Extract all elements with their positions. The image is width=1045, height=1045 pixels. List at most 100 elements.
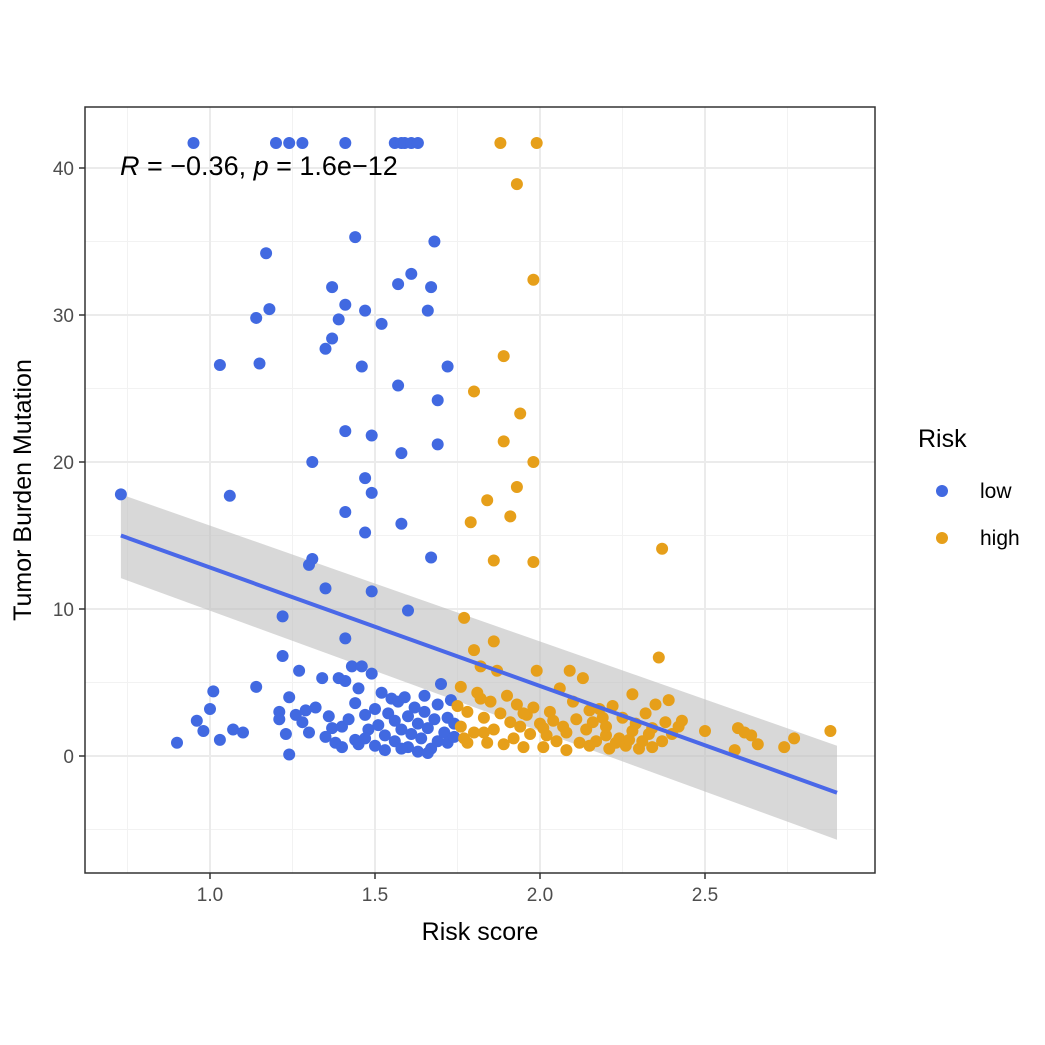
data-point-low [359, 732, 372, 745]
data-point-high [497, 435, 510, 448]
data-point-high [626, 688, 639, 701]
data-point-low [411, 745, 424, 758]
data-point-low [365, 429, 378, 442]
data-point-low [411, 717, 424, 730]
data-point-low [319, 582, 332, 595]
data-point-low [359, 472, 372, 485]
data-point-high [461, 705, 474, 718]
data-point-low [339, 137, 352, 150]
data-point-low [418, 705, 431, 718]
data-point-low [263, 303, 276, 316]
data-point-high [639, 707, 652, 720]
data-point-low [359, 304, 372, 317]
data-point-low [276, 650, 289, 663]
p-label: p [253, 151, 269, 181]
x-tick-label: 2.5 [692, 885, 718, 906]
regression-fit-line [120, 533, 838, 795]
data-point-high [481, 736, 494, 749]
plot-panel-border [84, 106, 876, 874]
y-tick-label: 30 [53, 306, 74, 327]
data-point-low [375, 686, 388, 699]
data-point-low [431, 735, 444, 748]
data-point-high [626, 725, 639, 738]
data-point-low [355, 360, 368, 373]
data-point-high [464, 516, 477, 529]
data-point-high [524, 727, 537, 740]
data-point-low [223, 489, 236, 502]
data-point-low [395, 447, 408, 460]
data-point-low [303, 726, 315, 739]
data-point-low [378, 729, 391, 742]
data-point-low [402, 710, 414, 723]
p-value: = 1.6e−12 [269, 151, 398, 181]
data-point-low [355, 660, 368, 673]
data-point-high [468, 644, 480, 657]
data-point-low [309, 701, 322, 714]
data-point-low [431, 438, 444, 451]
data-point-high [484, 695, 497, 708]
data-point-low [253, 357, 266, 370]
data-point-high [788, 732, 801, 745]
data-point-low [369, 702, 381, 715]
data-point-high [517, 741, 530, 754]
data-point-low [345, 660, 358, 673]
data-point-high [527, 555, 540, 568]
data-point-low [213, 733, 226, 746]
data-point-low [365, 667, 378, 680]
data-point-low [425, 551, 438, 564]
correlation-annotation: R = −0.36, p = 1.6e−12 [120, 151, 398, 181]
data-point-high [497, 350, 510, 363]
data-point-low [339, 298, 352, 311]
x-axis-title: Risk score [422, 918, 539, 946]
data-point-high [699, 725, 711, 738]
data-point-high [530, 137, 543, 150]
data-point-low [190, 714, 203, 727]
data-point-low [441, 360, 454, 373]
data-point-low [421, 722, 434, 735]
data-point-low [342, 713, 355, 726]
data-point-high [659, 716, 672, 729]
data-point-high [646, 741, 659, 754]
data-point-low [359, 526, 372, 539]
data-point-low [296, 716, 309, 729]
data-point-high [656, 542, 669, 555]
data-point-low [405, 267, 418, 280]
data-point-high [487, 635, 500, 648]
x-tick-label: 1.5 [362, 885, 388, 906]
data-point-low [418, 689, 431, 702]
data-point-low [187, 137, 200, 150]
data-point-high [537, 722, 550, 735]
data-point-high [474, 692, 487, 705]
data-point-high [494, 707, 507, 720]
data-point-low [207, 685, 220, 698]
regression-line [120, 533, 838, 795]
data-point-low [316, 672, 329, 685]
data-point-low [349, 231, 362, 244]
data-point-low [339, 425, 352, 438]
data-point-low [421, 747, 434, 760]
data-point-high [745, 729, 758, 742]
data-point-high [560, 744, 573, 757]
data-point-low [336, 741, 348, 754]
data-point-high [563, 664, 576, 677]
data-point-high [573, 736, 586, 749]
data-point-low [270, 137, 282, 150]
data-point-high [547, 714, 560, 727]
data-point-high [477, 711, 490, 724]
y-axis: 0 10 20 30 40 [53, 159, 85, 768]
data-point-low [448, 730, 461, 743]
data-point-low [428, 235, 441, 248]
series-high-points [451, 137, 837, 757]
data-point-low [428, 713, 441, 726]
data-point-low [339, 632, 352, 645]
y-tick-label: 10 [53, 600, 74, 621]
data-point-high [497, 738, 510, 751]
data-point-low [349, 697, 362, 710]
data-point-high [824, 725, 837, 738]
data-point-high [458, 611, 471, 624]
data-point-low [415, 732, 428, 745]
data-point-low [395, 742, 408, 755]
data-point-low [283, 748, 296, 761]
data-point-low [398, 691, 411, 704]
